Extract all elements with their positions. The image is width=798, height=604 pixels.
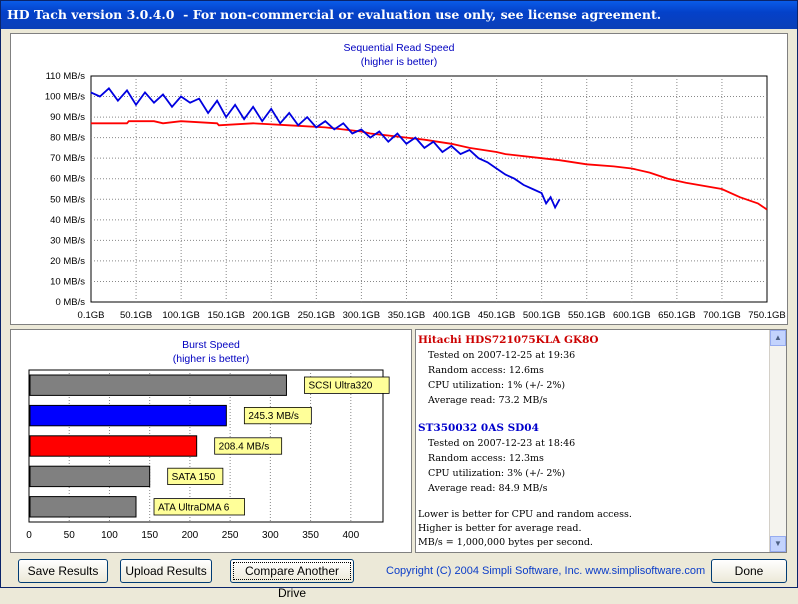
burst-speed-panel: Burst Speed (higher is better) 0 50 100 150…: [10, 329, 412, 553]
seq-plot-area: [90, 75, 768, 303]
seq-y-tick-label: 40 MB/s: [50, 215, 85, 226]
copyright-text: Copyright (C) 2004 Simpli Software, Inc.…: [386, 565, 706, 577]
burst-chart-subtitle: (higher is better): [173, 353, 249, 365]
sequential-read-panel: Sequential Read Speed (higher is better)…: [10, 33, 788, 325]
burst-bar: [29, 496, 137, 518]
drive2-average-read: Average read: 84.9 MB/s: [428, 483, 548, 494]
burst-speed-chart: Burst Speed (higher is better) 0 50 100 150…: [26, 339, 390, 541]
burst-chart-title: Burst Speed: [182, 339, 240, 351]
seq-x-tick-label: 600.1GB: [613, 310, 651, 321]
burst-bar-label: 245.3 MB/s: [248, 411, 299, 422]
seq-y-tick-label: 10 MB/s: [50, 276, 85, 287]
drive1-average-read: Average read: 73.2 MB/s: [428, 395, 548, 406]
footer-note-read: Higher is better for average read.: [418, 523, 582, 534]
results-text: Hitachi HDS721075KLA GK8O Tested on 2007…: [418, 332, 770, 550]
burst-bar-label: SATA 150: [172, 472, 216, 483]
burst-x-tick-label: 0: [26, 530, 32, 541]
drive1-cpu-utilization: CPU utilization: 1% (+/- 2%): [428, 380, 566, 391]
seq-y-tick-label: 110 MB/s: [46, 71, 86, 82]
seq-series-line-1: [90, 120, 768, 211]
seq-x-tick-label: 750.1GB: [748, 310, 786, 321]
drive1-name: Hitachi HDS721075KLA GK8O: [418, 334, 599, 346]
burst-x-tick-label: 400: [342, 530, 359, 541]
results-info-panel: Hitachi HDS721075KLA GK8O Tested on 2007…: [415, 329, 787, 553]
seq-x-tick-label: 100.1GB: [162, 310, 200, 321]
drive1-tested: Tested on 2007-12-25 at 19:36: [428, 350, 576, 361]
burst-bar-label-box: [304, 376, 390, 394]
seq-x-tick-label: 700.1GB: [703, 310, 741, 321]
burst-x-tick-label: 150: [141, 530, 158, 541]
drive2-random-access: Random access: 12.3ms: [428, 453, 544, 464]
compare-another-drive-button[interactable]: Compare Another Drive: [230, 559, 354, 600]
burst-x-tick-label: 100: [101, 530, 118, 541]
sequential-read-chart: Sequential Read Speed (higher is better)…: [45, 42, 786, 321]
seq-x-tick-label: 550.1GB: [568, 310, 606, 321]
seq-x-tick-label: 450.1GB: [478, 310, 516, 321]
burst-x-tick-label: 250: [222, 530, 239, 541]
window-title: HD Tach version 3.0.4.0 - For non-commer…: [1, 1, 797, 29]
burst-bar-label-box: [214, 437, 283, 455]
burst-x-tick-label: 350: [302, 530, 319, 541]
footer-note-cpu: Lower is better for CPU and random acces…: [418, 509, 632, 520]
burst-bar-label-box: [243, 407, 312, 425]
burst-bar-label: 208.4 MB/s: [219, 442, 270, 453]
seq-y-tick-label: 100 MB/s: [45, 92, 85, 103]
save-results-button[interactable]: Save Results: [18, 559, 108, 583]
drive2-name: ST350032 0AS SD04: [418, 422, 539, 434]
scroll-up-icon[interactable]: ▲: [770, 330, 786, 346]
seq-y-tick-label: 90 MB/s: [50, 112, 85, 123]
seq-x-tick-label: 0.1GB: [78, 310, 105, 321]
burst-bar: [29, 404, 227, 427]
burst-x-tick-label: 300: [262, 530, 279, 541]
seq-y-tick-label: 80 MB/s: [50, 133, 85, 144]
seq-y-tick-label: 20 MB/s: [50, 256, 85, 267]
seq-x-tick-label: 150.1GB: [207, 310, 245, 321]
burst-bar: [29, 435, 198, 457]
seq-x-tick-label: 250.1GB: [298, 310, 336, 321]
upload-results-button[interactable]: Upload Results: [120, 559, 212, 583]
seq-chart-title: Sequential Read Speed: [344, 42, 455, 54]
seq-y-tick-label: 70 MB/s: [50, 153, 85, 164]
seq-x-tick-label: 50.1GB: [120, 310, 152, 321]
seq-x-tick-label: 350.1GB: [388, 310, 426, 321]
seq-y-tick-label: 60 MB/s: [50, 174, 85, 185]
seq-series-line-2: [90, 86, 561, 210]
burst-bar-label: SCSI Ultra320: [308, 381, 372, 392]
info-scrollbar[interactable]: ▲ ▼: [769, 330, 786, 552]
burst-x-tick-label: 200: [182, 530, 199, 541]
seq-x-tick-label: 500.1GB: [523, 310, 561, 321]
drive2-tested: Tested on 2007-12-23 at 18:46: [428, 438, 576, 449]
seq-chart-subtitle: (higher is better): [361, 56, 437, 68]
seq-x-tick-label: 650.1GB: [658, 310, 696, 321]
burst-bar-label-box: [167, 467, 224, 485]
drive1-random-access: Random access: 12.6ms: [428, 365, 544, 376]
burst-bar: [29, 465, 151, 488]
scroll-down-icon[interactable]: ▼: [770, 536, 786, 552]
done-button[interactable]: Done: [711, 559, 787, 583]
seq-y-tick-label: 50 MB/s: [50, 194, 85, 205]
footer-note-units: MB/s = 1,000,000 bytes per second.: [418, 537, 593, 548]
drive2-cpu-utilization: CPU utilization: 3% (+/- 2%): [428, 468, 566, 479]
seq-y-tick-label: 30 MB/s: [50, 235, 85, 246]
burst-x-tick-label: 50: [64, 530, 76, 541]
burst-bar-label-box: [153, 498, 246, 516]
seq-y-tick-label: 0 MB/s: [55, 297, 85, 308]
seq-x-tick-label: 300.1GB: [343, 310, 381, 321]
burst-bar-label: ATA UltraDMA 6: [158, 502, 230, 513]
seq-x-tick-label: 200.1GB: [253, 310, 291, 321]
burst-bar: [29, 374, 287, 396]
seq-x-tick-label: 400.1GB: [433, 310, 471, 321]
